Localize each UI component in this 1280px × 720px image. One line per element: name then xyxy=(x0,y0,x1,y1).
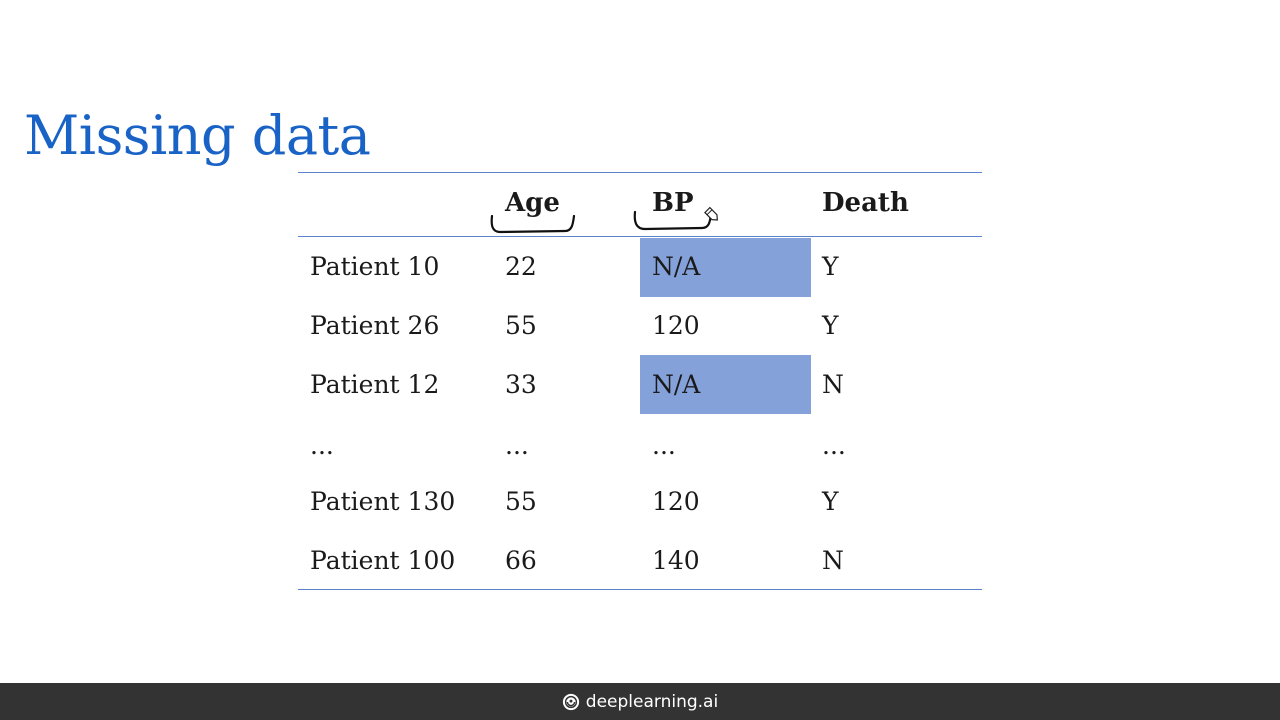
missing-value-highlight xyxy=(640,238,811,297)
header-death: Death xyxy=(822,188,909,218)
table-cell-patient: Patient 26 xyxy=(310,311,440,340)
table-cell-age: 55 xyxy=(505,311,537,340)
table-cell-bp: N/A xyxy=(652,252,701,281)
table-cell-patient: Patient 130 xyxy=(310,487,456,516)
table-cell-patient: Patient 10 xyxy=(310,252,440,281)
table-cell-death: N xyxy=(822,370,844,399)
table-cell-death: Y xyxy=(822,252,839,281)
table-cell-death: N xyxy=(822,546,844,575)
table-cell-age: 66 xyxy=(505,546,537,575)
table-cell-patient: Patient 12 xyxy=(310,370,440,399)
table-cell-ellipsis: ... xyxy=(310,431,334,460)
table-cell-bp: 140 xyxy=(652,546,700,575)
header-age: Age xyxy=(505,188,560,218)
table-cell-age: 33 xyxy=(505,370,537,399)
table-cell-patient: Patient 100 xyxy=(310,546,456,575)
brand: deeplearning.ai xyxy=(562,692,718,712)
table-cell-bp: 120 xyxy=(652,487,700,516)
deeplearning-logo-icon xyxy=(562,693,579,710)
slide-title: Missing data xyxy=(24,104,371,167)
table-cell-death: Y xyxy=(822,487,839,516)
table-cell-age: 22 xyxy=(505,252,537,281)
table-bottom-rule xyxy=(298,589,982,590)
footer-bar: deeplearning.ai xyxy=(0,683,1280,720)
table-cell-ellipsis: ... xyxy=(652,431,676,460)
table-cell-ellipsis: ... xyxy=(505,431,529,460)
table-cell-bp: N/A xyxy=(652,370,701,399)
table-cell-age: 55 xyxy=(505,487,537,516)
table-cell-ellipsis: ... xyxy=(822,431,846,460)
table-top-rule xyxy=(298,172,982,173)
patient-table: Age BP Death Patient 10 22 N/A Y Patient… xyxy=(298,172,982,590)
brand-text: deeplearning.ai xyxy=(585,691,719,712)
table-cell-bp: 120 xyxy=(652,311,700,340)
missing-value-highlight xyxy=(640,355,811,414)
header-bp: BP xyxy=(652,188,694,218)
table-cell-death: Y xyxy=(822,311,839,340)
table-header-rule xyxy=(298,236,982,237)
